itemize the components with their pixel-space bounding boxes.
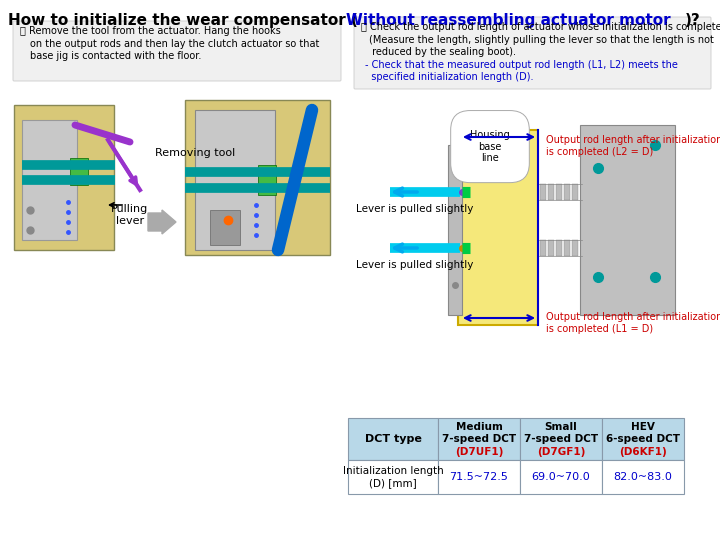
Text: Removing tool: Removing tool xyxy=(155,148,235,158)
Text: 82.0~83.0: 82.0~83.0 xyxy=(613,472,672,482)
Text: Output rod length after initialization
is completed (L2 = D): Output rod length after initialization i… xyxy=(546,135,720,157)
Text: on the output rods and then lay the clutch actuator so that: on the output rods and then lay the clut… xyxy=(30,39,320,49)
Bar xyxy=(185,100,330,255)
Bar xyxy=(258,165,276,195)
Bar xyxy=(540,240,546,256)
Bar xyxy=(195,110,275,250)
Text: How to initialize the wear compensator (: How to initialize the wear compensator ( xyxy=(8,13,358,28)
Bar xyxy=(210,210,240,245)
Bar xyxy=(438,460,520,494)
Bar xyxy=(438,418,520,460)
Text: Initialization length
(D) [mm]: Initialization length (D) [mm] xyxy=(343,466,444,488)
Text: (D6KF1): (D6KF1) xyxy=(619,447,667,457)
Text: Output rod length after initialization
is completed (L1 = D): Output rod length after initialization i… xyxy=(546,312,720,334)
Text: Lever is pulled slightly: Lever is pulled slightly xyxy=(356,260,473,270)
Bar xyxy=(70,158,88,185)
FancyBboxPatch shape xyxy=(354,17,711,89)
Text: Without reassembling actuator motor: Without reassembling actuator motor xyxy=(346,13,670,28)
Text: 71.5~72.5: 71.5~72.5 xyxy=(449,472,508,482)
FancyArrow shape xyxy=(148,210,176,234)
Text: (D7GF1): (D7GF1) xyxy=(537,447,585,457)
Text: base jig is contacted with the floor.: base jig is contacted with the floor. xyxy=(30,51,202,61)
Bar xyxy=(602,418,684,460)
Bar xyxy=(572,184,578,200)
Text: (Measure the length, slightly pulling the lever so that the length is not: (Measure the length, slightly pulling th… xyxy=(369,35,714,45)
Text: reduced by the sealing boot).: reduced by the sealing boot). xyxy=(369,47,516,57)
Bar xyxy=(348,460,438,494)
Text: Lever is pulled slightly: Lever is pulled slightly xyxy=(356,204,473,214)
Text: DCT type: DCT type xyxy=(364,434,421,444)
Bar xyxy=(348,418,438,460)
Text: Housing
base
line: Housing base line xyxy=(470,130,510,163)
Bar xyxy=(458,130,538,325)
Text: (D7UF1): (D7UF1) xyxy=(455,447,503,457)
Bar xyxy=(556,240,562,256)
Text: ⓞ Remove the tool from the actuator. Hang the hooks: ⓞ Remove the tool from the actuator. Han… xyxy=(20,26,281,36)
Bar xyxy=(520,460,602,494)
Bar xyxy=(520,418,602,460)
Text: ⓟ Check the output rod length of actuator whose initialization is completed: ⓟ Check the output rod length of actuato… xyxy=(361,22,720,32)
Text: Medium
7-speed DCT: Medium 7-speed DCT xyxy=(442,422,516,443)
Text: )?: )? xyxy=(685,13,701,28)
Bar xyxy=(556,184,562,200)
Bar xyxy=(580,125,675,315)
Text: 69.0~70.0: 69.0~70.0 xyxy=(531,472,590,482)
FancyBboxPatch shape xyxy=(13,21,341,81)
Text: - Check that the measured output rod length (L1, L2) meets the: - Check that the measured output rod len… xyxy=(365,60,678,70)
Text: specified initialization length (D).: specified initialization length (D). xyxy=(365,72,534,82)
Text: Small
7-speed DCT: Small 7-speed DCT xyxy=(524,422,598,443)
Text: HEV
6-speed DCT: HEV 6-speed DCT xyxy=(606,422,680,443)
Bar xyxy=(564,240,570,256)
Bar xyxy=(602,460,684,494)
Bar xyxy=(548,240,554,256)
Bar xyxy=(548,184,554,200)
Bar xyxy=(572,240,578,256)
Bar xyxy=(22,120,77,240)
FancyBboxPatch shape xyxy=(14,105,114,250)
Bar xyxy=(448,145,462,315)
Bar xyxy=(564,184,570,200)
Text: Pulling
lever: Pulling lever xyxy=(112,204,148,226)
Bar xyxy=(540,184,546,200)
